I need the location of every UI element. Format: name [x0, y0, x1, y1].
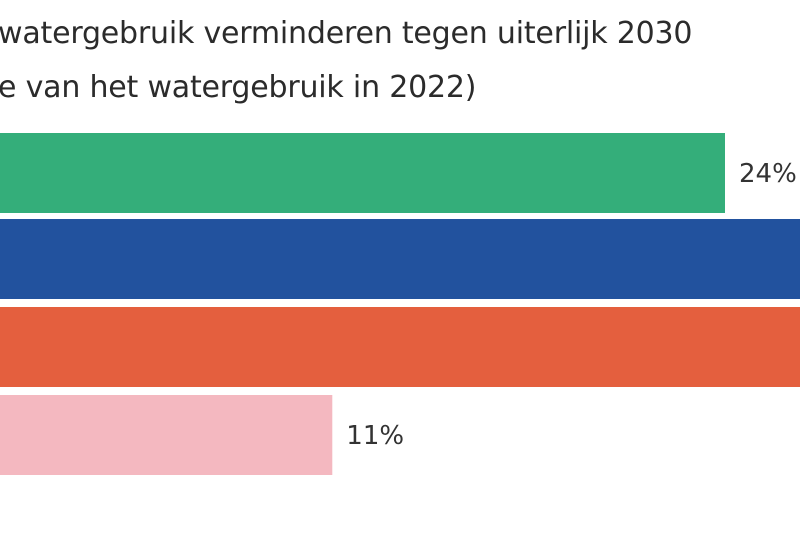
- bar-1: [0, 133, 725, 213]
- chart-title-line-2: e van het watergebruik in 2022): [0, 70, 477, 105]
- bar-3: [0, 307, 800, 387]
- bar-4-value-label: 11%: [346, 421, 404, 451]
- bar-4: [0, 395, 333, 475]
- bar-1-value-label: 24%: [739, 159, 797, 189]
- chart-title-line-1: watergebruik verminderen tegen uiterlijk…: [0, 16, 693, 51]
- bar-2: [0, 219, 800, 299]
